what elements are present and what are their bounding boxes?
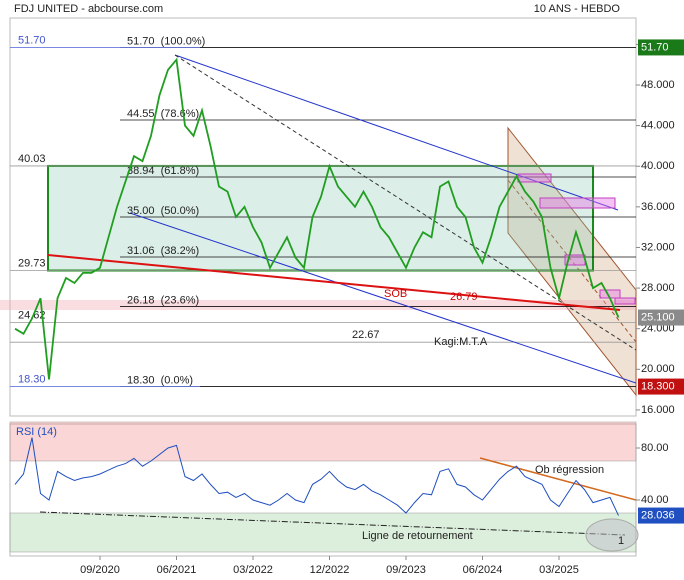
y-tick-label: 44.000 — [641, 120, 675, 132]
rsi-title: RSI (14) — [16, 426, 57, 438]
price-badge — [638, 309, 684, 326]
level-label: 24.62 — [18, 309, 46, 321]
zone-box — [614, 297, 636, 305]
y-tick-label: 28.000 — [641, 282, 675, 294]
range-label: 18.30 — [18, 373, 46, 385]
rsi-trend — [39, 511, 626, 536]
trend-line — [129, 212, 637, 384]
series-line — [14, 57, 620, 380]
rsi-zone — [9, 421, 637, 462]
annotation: Kagi:M.T.A — [434, 336, 488, 348]
level-label: 29.73 — [18, 257, 46, 269]
annotation: 26.79 — [450, 291, 478, 303]
highlight — [585, 518, 639, 552]
x-tick-label: 03/2022 — [233, 564, 273, 576]
y-tick-label: 16.000 — [641, 404, 675, 416]
fib-label: 35.00 (50.0%) — [127, 205, 199, 217]
y-tick-label: 40.000 — [641, 160, 675, 172]
annotation: 1 — [618, 535, 624, 547]
chart-title: FDJ UNITED - abcbourse.com — [14, 3, 163, 15]
x-tick-label: 06/2021 — [157, 564, 197, 576]
chart-subtitle: 10 ANS - HEBDO — [534, 3, 621, 15]
price-badge — [638, 378, 684, 395]
annotation: Ob régression — [535, 464, 604, 476]
y-tick-label: 40.00 — [641, 494, 669, 506]
price-badge-label: 28.036 — [641, 509, 675, 521]
zone-box — [539, 197, 616, 209]
y-tick-label: 20.000 — [641, 363, 675, 375]
rsi-panel — [9, 423, 637, 557]
x-tick-label: 06/2024 — [463, 564, 503, 576]
fib-label: 31.06 (38.2%) — [127, 245, 199, 257]
price-badge-label: 51.70 — [641, 41, 669, 53]
level-label: 40.03 — [18, 153, 46, 165]
annotation: SOB — [384, 288, 407, 300]
y-tick-label: 48.000 — [641, 79, 675, 91]
range-label: 51.70 — [18, 34, 46, 46]
y-tick-label: 24.000 — [641, 323, 675, 335]
y-tick-label: 36.000 — [641, 201, 675, 213]
zone-box — [517, 173, 552, 183]
x-tick-label: 12/2022 — [310, 564, 350, 576]
price-badge-label: 18.300 — [641, 380, 675, 392]
fib-label: 51.70 (100.0%) — [127, 35, 205, 47]
trend-line — [174, 54, 619, 211]
price-badge — [638, 507, 684, 524]
x-tick-label: 03/2025 — [539, 564, 579, 576]
rsi-trend — [479, 457, 637, 501]
fib-label: 26.18 (23.6%) — [127, 294, 199, 306]
fib-label: 44.55 (78.6%) — [127, 108, 199, 120]
trend-line — [47, 254, 621, 311]
range-box — [47, 164, 594, 272]
annotation: Ligne de retournement — [362, 530, 473, 542]
x-tick-label: 09/2023 — [386, 564, 426, 576]
rsi-zone — [9, 512, 637, 553]
fib-label: 38.94 (61.8%) — [127, 165, 199, 177]
price-badge — [638, 39, 684, 56]
level-label: 22.67 — [352, 329, 380, 341]
pink-band — [0, 300, 636, 310]
price-badge-label: 25.100 — [641, 311, 675, 323]
x-tick-label: 09/2020 — [80, 564, 120, 576]
y-tick-label: 80.00 — [641, 442, 669, 454]
series-line — [14, 437, 619, 516]
y-tick-label: 32.000 — [641, 241, 675, 253]
fib-label: 18.30 (0.0%) — [127, 374, 193, 386]
